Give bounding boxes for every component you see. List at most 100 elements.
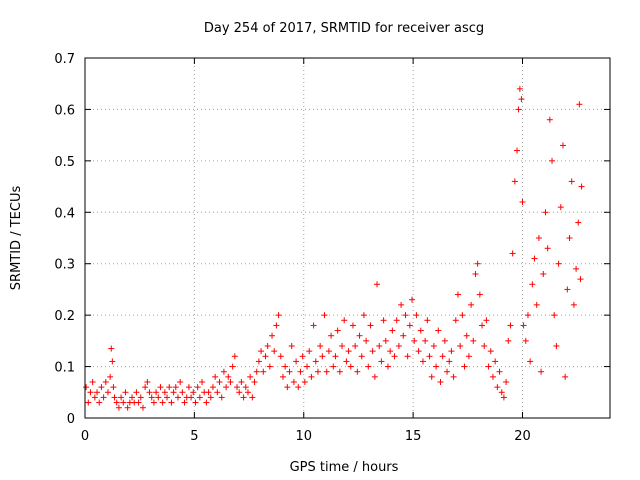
axis-ticks: 0 5 10 15 20 0 0.1 0.2 0.3 0.4 0.5 0.6 0.7 bbox=[54, 52, 610, 444]
data-point bbox=[110, 384, 117, 391]
data-point bbox=[220, 368, 227, 375]
data-point bbox=[487, 348, 494, 355]
data-point bbox=[465, 353, 472, 360]
data-point bbox=[142, 384, 149, 391]
data-point bbox=[374, 281, 381, 288]
data-point bbox=[358, 353, 365, 360]
data-point bbox=[474, 260, 481, 267]
data-point bbox=[515, 106, 522, 113]
data-point bbox=[428, 373, 435, 380]
data-point bbox=[185, 384, 192, 391]
data-point bbox=[400, 332, 407, 339]
data-point bbox=[435, 327, 442, 334]
chart-title: Day 254 of 2017, SRMTID for receiver asc… bbox=[204, 21, 484, 36]
data-point bbox=[570, 301, 577, 308]
data-point bbox=[382, 337, 389, 344]
data-point bbox=[277, 353, 284, 360]
data-point bbox=[454, 291, 461, 298]
data-point bbox=[312, 358, 319, 365]
data-point bbox=[96, 399, 103, 406]
data-point bbox=[424, 317, 431, 324]
y-axis-label: SRMTID / TECUs bbox=[9, 186, 24, 291]
data-point bbox=[308, 373, 315, 380]
data-point bbox=[216, 379, 223, 385]
data-point bbox=[540, 271, 547, 277]
data-point bbox=[297, 368, 304, 375]
data-point bbox=[87, 389, 94, 396]
x-tick-label: 15 bbox=[405, 429, 422, 444]
data-point bbox=[481, 343, 488, 349]
data-point bbox=[299, 353, 306, 360]
data-point bbox=[576, 101, 583, 108]
data-point bbox=[236, 389, 243, 396]
data-point bbox=[325, 348, 332, 355]
data-point bbox=[380, 317, 387, 324]
plot-frame bbox=[84, 57, 611, 419]
data-point bbox=[347, 363, 354, 370]
data-point bbox=[244, 389, 251, 396]
data-point bbox=[181, 399, 188, 406]
data-point bbox=[367, 322, 374, 329]
data-point bbox=[450, 373, 457, 380]
y-tick-label: 0.7 bbox=[54, 52, 75, 67]
data-point bbox=[238, 379, 245, 385]
data-point bbox=[564, 286, 571, 293]
data-point bbox=[345, 348, 352, 355]
data-point bbox=[155, 394, 162, 401]
x-tick-label: 10 bbox=[295, 429, 312, 444]
data-point bbox=[398, 301, 405, 308]
data-point bbox=[179, 389, 186, 396]
data-point bbox=[527, 358, 534, 365]
data-point bbox=[153, 389, 160, 396]
data-point bbox=[251, 379, 258, 385]
data-point bbox=[516, 85, 523, 92]
data-point bbox=[339, 343, 346, 349]
data-point bbox=[483, 317, 490, 324]
data-point bbox=[559, 142, 566, 149]
data-point bbox=[118, 394, 125, 401]
data-point bbox=[172, 384, 179, 391]
data-point bbox=[511, 178, 518, 185]
data-point bbox=[479, 322, 486, 329]
data-point bbox=[148, 394, 155, 401]
data-point bbox=[258, 348, 265, 355]
data-point bbox=[170, 389, 177, 396]
data-point bbox=[468, 301, 475, 308]
data-point bbox=[174, 394, 181, 401]
data-point bbox=[535, 235, 542, 241]
data-point bbox=[85, 399, 92, 406]
data-point bbox=[553, 343, 560, 349]
data-point bbox=[139, 404, 146, 411]
data-point bbox=[577, 276, 584, 283]
data-point bbox=[356, 332, 363, 339]
data-point bbox=[395, 343, 402, 349]
data-point bbox=[319, 353, 326, 360]
data-point bbox=[415, 348, 422, 355]
data-point bbox=[266, 363, 273, 370]
data-point bbox=[520, 322, 527, 329]
data-point bbox=[546, 116, 553, 123]
data-point bbox=[503, 379, 510, 385]
data-point bbox=[489, 373, 496, 380]
data-point bbox=[212, 373, 219, 380]
data-point bbox=[133, 389, 140, 396]
data-point bbox=[168, 399, 175, 406]
data-point bbox=[332, 353, 339, 360]
data-point bbox=[404, 353, 411, 360]
data-point bbox=[89, 379, 96, 385]
data-point bbox=[349, 322, 356, 329]
data-point bbox=[363, 337, 370, 344]
data-point bbox=[514, 147, 521, 154]
data-point bbox=[301, 379, 308, 385]
data-point bbox=[485, 363, 492, 370]
data-point bbox=[209, 384, 216, 391]
data-point bbox=[196, 394, 203, 401]
data-point bbox=[242, 384, 249, 391]
data-point bbox=[218, 394, 225, 401]
data-point bbox=[419, 358, 426, 365]
data-point bbox=[98, 384, 105, 391]
data-point bbox=[100, 394, 107, 401]
data-point bbox=[120, 399, 127, 406]
data-point bbox=[529, 281, 536, 288]
